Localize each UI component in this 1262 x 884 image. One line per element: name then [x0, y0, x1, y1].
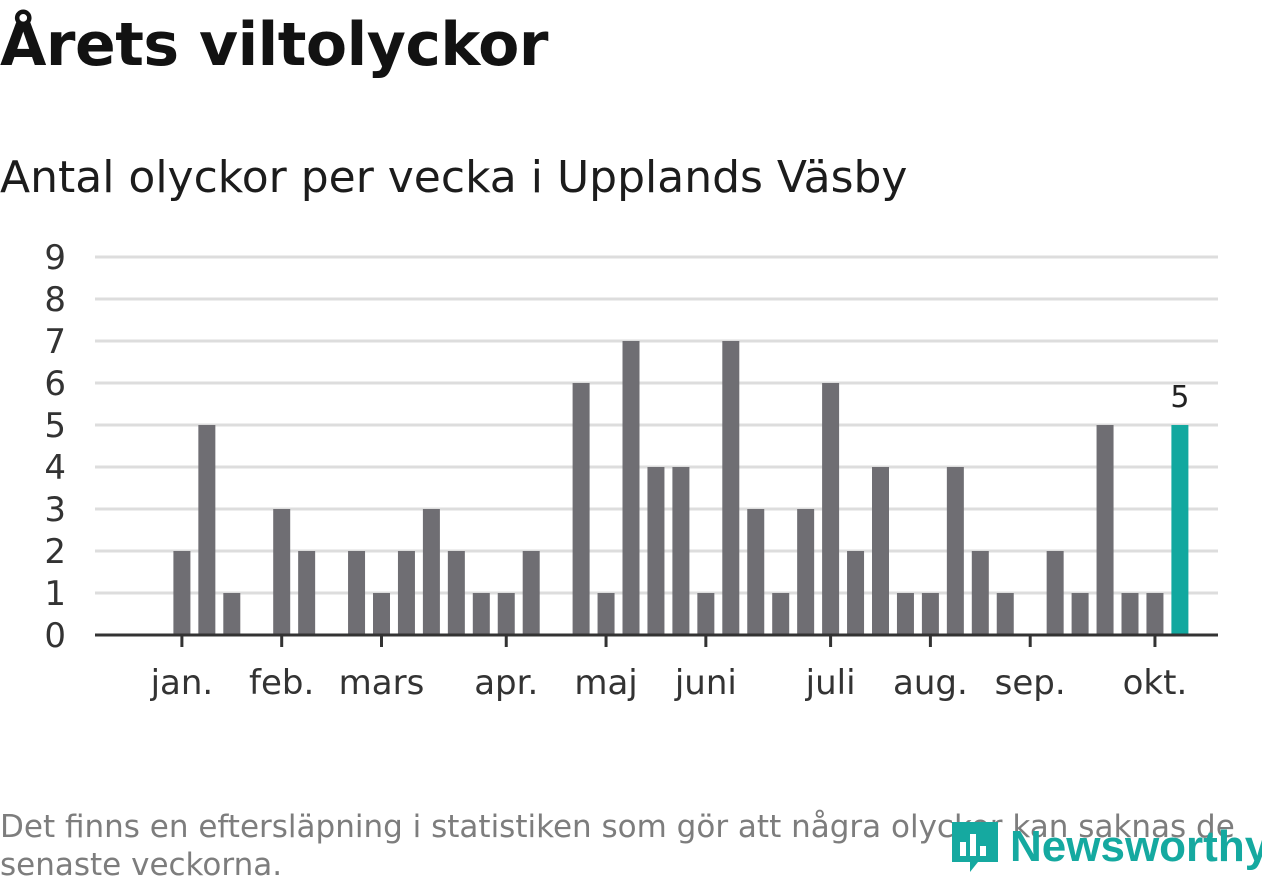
y-tick-label: 0	[44, 616, 66, 656]
bar-week-40	[1096, 425, 1114, 635]
y-tick-label: 7	[44, 322, 66, 362]
bar-week-17	[522, 551, 540, 635]
x-tick-label: okt.	[1123, 663, 1188, 703]
x-axis: jan. feb. mars apr. maj juni juli aug. sep. okt.	[95, 633, 1218, 703]
highlight-data-label: 5	[1170, 380, 1189, 415]
bar-week-5	[223, 593, 241, 635]
newsworthy-logo: Newsworthy	[948, 817, 1262, 877]
x-tick-label: aug.	[893, 663, 968, 703]
bar-week-24	[697, 593, 715, 635]
bar-week-42	[1146, 593, 1164, 635]
bar-week-31	[872, 467, 889, 635]
bar-week-22	[647, 467, 665, 635]
bar-week-7	[273, 509, 291, 635]
logo-text: Newsworthy	[1010, 822, 1262, 871]
y-tick-label: 2	[44, 532, 66, 572]
bar-week-34	[946, 467, 964, 635]
bar-week-28	[797, 509, 815, 635]
bar-week-20	[597, 593, 615, 635]
bar-week-27	[772, 593, 790, 635]
chart-title: Årets viltolyckor	[0, 10, 549, 80]
bar-week-26	[747, 509, 765, 635]
bar-week-12	[397, 551, 415, 635]
x-tick-label: apr.	[474, 663, 538, 703]
y-tick-label: 4	[44, 448, 66, 488]
bar-week-25	[722, 341, 740, 635]
bar-week-39	[1071, 593, 1089, 635]
bar-week-23	[672, 467, 690, 635]
x-tick-label: mars	[339, 663, 425, 703]
x-tick-label: maj	[574, 663, 637, 703]
bar-week-33	[921, 593, 939, 635]
bar-week-19	[572, 383, 590, 635]
bar-week-13	[422, 509, 440, 635]
bar-week-32	[896, 593, 914, 635]
bar-week-3	[173, 551, 191, 635]
x-tick-label: sep.	[995, 663, 1066, 703]
y-tick-label: 9	[44, 238, 66, 278]
bar-week-30	[847, 551, 865, 635]
bar-highlight-week-43	[1171, 425, 1189, 635]
y-tick-label: 3	[44, 490, 66, 530]
bar-week-29	[822, 383, 840, 635]
data-labels: 5	[1170, 380, 1189, 415]
x-tick-label: juni	[674, 663, 737, 703]
footnote: Det finns en eftersläpning i statistiken…	[0, 809, 1235, 883]
bars	[173, 341, 1189, 635]
bar-week-16	[497, 593, 515, 635]
bar-week-10	[348, 551, 366, 635]
bar-week-35	[971, 551, 989, 635]
newsworthy-logo-icon	[952, 822, 998, 872]
y-tick-label: 8	[44, 280, 66, 320]
bar-week-8	[298, 551, 316, 635]
y-tick-label: 5	[44, 406, 66, 446]
bar-week-38	[1046, 551, 1064, 635]
bar-week-11	[373, 593, 390, 635]
bar-week-15	[472, 593, 490, 635]
chart-subtitle: Antal olyckor per vecka i Upplands Väsby	[0, 152, 908, 203]
y-tick-label: 6	[44, 364, 66, 404]
bar-week-36	[996, 593, 1014, 635]
x-tick-label: juli	[805, 663, 856, 703]
bar-week-4	[198, 425, 216, 635]
bar-week-14	[447, 551, 465, 635]
bar-week-21	[622, 341, 640, 635]
x-tick-label: feb.	[249, 663, 314, 703]
y-tick-label: 1	[44, 574, 66, 614]
x-tick-label: jan.	[150, 663, 214, 703]
bar-week-41	[1121, 593, 1139, 635]
